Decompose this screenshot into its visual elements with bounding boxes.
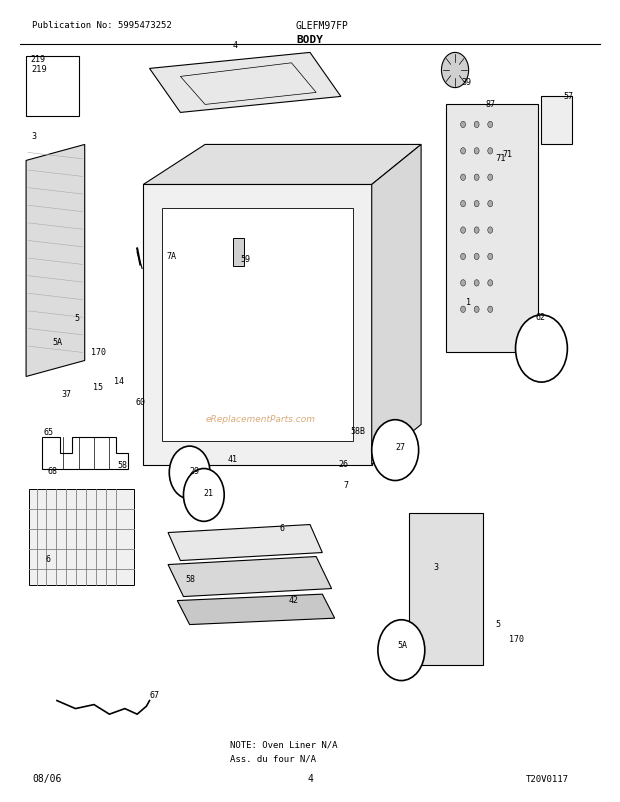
Circle shape (474, 281, 479, 286)
Text: 08/06: 08/06 (32, 773, 61, 783)
Text: 7A: 7A (167, 252, 177, 261)
Text: 5: 5 (74, 314, 79, 322)
Text: 68: 68 (48, 466, 58, 475)
Text: 5A: 5A (52, 338, 62, 347)
Text: NOTE: Oven Liner N/A: NOTE: Oven Liner N/A (230, 739, 337, 748)
Circle shape (378, 620, 425, 681)
Polygon shape (26, 145, 85, 377)
Text: 21: 21 (195, 490, 203, 496)
Text: 62: 62 (536, 313, 546, 322)
Text: 39: 39 (461, 78, 471, 87)
Text: BODY: BODY (296, 35, 324, 45)
Text: 42: 42 (289, 595, 299, 605)
Text: T20V0117: T20V0117 (526, 774, 569, 783)
Text: 58B: 58B (351, 426, 366, 435)
Text: 4: 4 (233, 41, 238, 50)
Polygon shape (446, 105, 538, 353)
Text: 3: 3 (433, 562, 438, 571)
Circle shape (474, 201, 479, 208)
Circle shape (488, 148, 493, 155)
Text: eReplacementParts.com: eReplacementParts.com (206, 414, 316, 423)
Text: 219: 219 (30, 55, 45, 64)
Text: Publication No: 5995473252: Publication No: 5995473252 (32, 22, 172, 30)
Polygon shape (143, 145, 421, 185)
Circle shape (474, 254, 479, 261)
Bar (233, 239, 244, 267)
Text: 65: 65 (43, 427, 53, 436)
Text: 71: 71 (495, 154, 506, 164)
Circle shape (461, 201, 466, 208)
Polygon shape (143, 185, 372, 465)
Text: 71: 71 (503, 149, 513, 159)
Circle shape (488, 122, 493, 128)
Text: 27: 27 (395, 442, 405, 451)
Circle shape (461, 228, 466, 234)
Circle shape (488, 254, 493, 261)
Circle shape (488, 201, 493, 208)
Circle shape (441, 54, 469, 88)
Text: 87: 87 (486, 100, 496, 109)
Polygon shape (177, 594, 335, 625)
Circle shape (461, 281, 466, 286)
Bar (26, 57, 79, 117)
Text: 170: 170 (91, 347, 106, 357)
Polygon shape (168, 525, 322, 561)
Circle shape (474, 175, 479, 181)
Text: 1: 1 (466, 298, 471, 307)
Text: 219: 219 (31, 65, 46, 75)
Circle shape (474, 122, 479, 128)
Circle shape (184, 469, 224, 521)
Text: 29: 29 (179, 466, 188, 472)
Polygon shape (409, 513, 483, 665)
Circle shape (461, 254, 466, 261)
Text: 37: 37 (62, 389, 72, 399)
Circle shape (488, 281, 493, 286)
Text: 6: 6 (46, 554, 51, 563)
Polygon shape (372, 145, 421, 465)
Polygon shape (162, 209, 353, 441)
Circle shape (488, 306, 493, 313)
Text: 67: 67 (149, 690, 159, 699)
Bar (528, 342, 543, 357)
Text: 58: 58 (185, 574, 195, 583)
Text: 14: 14 (113, 376, 124, 386)
Text: 27: 27 (386, 444, 395, 453)
Circle shape (474, 228, 479, 234)
Text: 41: 41 (228, 455, 238, 464)
Circle shape (516, 315, 567, 383)
Bar (29, 489, 134, 585)
Text: Ass. du four N/A: Ass. du four N/A (230, 753, 316, 762)
Circle shape (169, 447, 210, 500)
Text: 57: 57 (563, 92, 573, 101)
Circle shape (488, 175, 493, 181)
Text: 4: 4 (307, 773, 313, 783)
Text: 29: 29 (190, 466, 200, 475)
Text: 3: 3 (31, 132, 36, 141)
Text: 6: 6 (279, 524, 284, 533)
Circle shape (461, 148, 466, 155)
Circle shape (461, 175, 466, 181)
Text: 7: 7 (343, 480, 348, 489)
Polygon shape (168, 557, 332, 597)
Bar (541, 97, 572, 145)
Text: 26: 26 (339, 460, 348, 468)
Circle shape (474, 306, 479, 313)
Text: 5: 5 (495, 619, 500, 629)
Text: 58: 58 (117, 460, 128, 469)
Text: GLEFM97FP: GLEFM97FP (296, 22, 349, 31)
Text: 5A: 5A (397, 640, 407, 649)
Circle shape (461, 306, 466, 313)
Bar (532, 355, 543, 363)
Text: 5A: 5A (392, 646, 401, 652)
Text: 170: 170 (509, 634, 524, 642)
Text: 60: 60 (136, 397, 146, 406)
Circle shape (474, 148, 479, 155)
Circle shape (488, 228, 493, 234)
Circle shape (372, 420, 419, 481)
Text: 21: 21 (204, 488, 214, 497)
Polygon shape (149, 54, 341, 113)
Text: 15: 15 (93, 383, 103, 392)
Text: 59: 59 (241, 255, 251, 264)
Circle shape (461, 122, 466, 128)
